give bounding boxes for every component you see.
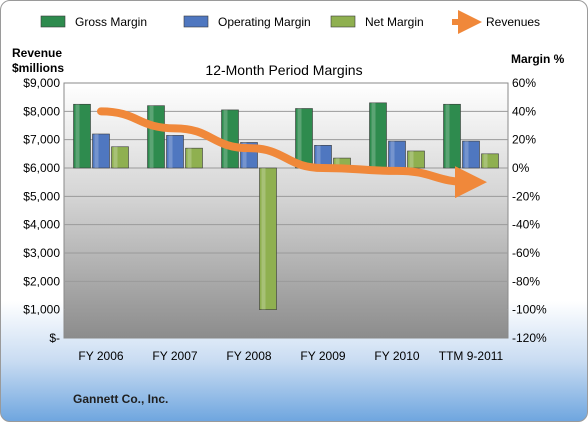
bar-net-margin [111, 146, 129, 169]
bar-highlight [113, 146, 118, 168]
right-axis-ticks: -120% -100% -80% -60% -40% -20% 0% 20% 40% 60% [512, 76, 547, 345]
right-tick-label: -120% [512, 331, 547, 345]
x-tick-label: FY 2007 [152, 349, 197, 363]
bar-gross-margin [443, 103, 461, 169]
left-tick-label: $4,000 [23, 218, 60, 232]
left-axis-title-line2: $millions [12, 61, 64, 75]
bar-highlight [187, 148, 192, 168]
x-tick-label: FY 2010 [374, 349, 419, 363]
right-tick-label: 40% [512, 104, 536, 118]
right-tick-label: 20% [512, 133, 536, 147]
bar-highlight [168, 135, 173, 168]
bar-net-margin [407, 150, 425, 169]
bar-net-margin [185, 147, 203, 169]
x-tick-label: FY 2008 [226, 349, 271, 363]
left-tick-label: $2,000 [23, 274, 60, 288]
bar-highlight [149, 105, 154, 168]
left-tick-label: $1,000 [23, 303, 60, 317]
chart-title: 12-Month Period Margins [205, 62, 362, 78]
left-tick-label: $3,000 [23, 246, 60, 260]
legend-label: Net Margin [365, 15, 424, 29]
right-tick-label: -20% [512, 189, 540, 203]
bar-highlight [483, 153, 488, 168]
bar-highlight [335, 158, 340, 168]
bar-highlight [316, 145, 321, 168]
bar-highlight [409, 151, 414, 168]
revenues-line [97, 107, 487, 199]
bar-highlight [94, 134, 99, 168]
bar-gross-margin [73, 103, 91, 169]
bar-highlight [223, 109, 228, 168]
bar-operating-margin [92, 133, 110, 169]
bar-highlight [297, 108, 302, 168]
left-tick-label: $7,000 [23, 133, 60, 147]
bar-net-margin [481, 153, 499, 169]
plot-area [63, 82, 509, 339]
right-tick-label: -60% [512, 246, 540, 260]
x-tick-label: TTM 9-2011 [439, 349, 504, 363]
left-axis-title-line1: Revenue [12, 46, 62, 60]
bar-highlight [371, 102, 376, 168]
left-tick-label: $5,000 [23, 189, 60, 203]
bar-highlight [261, 168, 266, 310]
right-tick-label: 60% [512, 76, 536, 90]
left-tick-label: $9,000 [23, 76, 60, 90]
bar-highlight [445, 104, 450, 168]
x-tick-label: FY 2006 [78, 349, 123, 363]
revenue-line [97, 107, 487, 199]
legend-swatch [40, 15, 66, 28]
x-axis-ticks: FY 2006 FY 2007 FY 2008 FY 2009 FY 2010 TTM 9… [78, 349, 503, 363]
bar-highlight [464, 141, 469, 168]
right-tick-label: 0% [512, 161, 530, 175]
bar-highlight [75, 104, 80, 168]
legend-label: Revenues [486, 15, 540, 29]
legend-swatch [183, 15, 209, 28]
bar-highlight [242, 142, 247, 168]
right-tick-label: -100% [512, 303, 547, 317]
bar-net-margin [259, 167, 277, 310]
right-tick-label: -40% [512, 218, 540, 232]
left-tick-label: $- [49, 331, 60, 345]
legend-label: Gross Margin [75, 15, 147, 29]
company-name: Gannett Co., Inc. [73, 392, 168, 406]
gridlines [64, 110, 508, 311]
bar-operating-margin [166, 135, 184, 169]
legend-label: Operating Margin [218, 15, 311, 29]
left-tick-label: $8,000 [23, 104, 60, 118]
legend: Gross Margin Operating Margin Net Margin Re… [40, 10, 540, 34]
left-axis-ticks: $- $1,000 $2,000 $3,000 $4,000 $5,000 $6,000 $7… [23, 76, 60, 345]
legend-swatch [330, 15, 356, 28]
bars [73, 102, 499, 310]
left-tick-label: $6,000 [23, 161, 60, 175]
right-tick-label: -80% [512, 274, 540, 288]
right-axis-title: Margin % [511, 52, 565, 66]
bar-highlight [390, 141, 395, 168]
x-tick-label: FY 2009 [300, 349, 345, 363]
